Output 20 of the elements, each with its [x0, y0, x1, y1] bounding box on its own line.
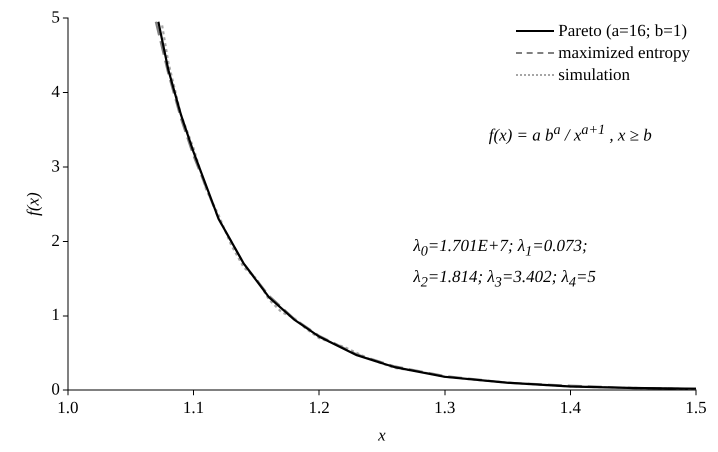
y-tick-label: 1: [51, 305, 60, 324]
x-tick-label: 1.0: [57, 398, 79, 417]
y-tick-label: 2: [51, 230, 60, 250]
annotation: λ$_{0}$=1.701E+7; λ$_{1}$=0.073;: [413, 236, 588, 260]
y-tick-label: 3: [51, 156, 60, 176]
y-axis-title: f(x): [24, 192, 43, 216]
annotation: λ$_{2}$=1.814; λ$_{3}$=3.402; λ$_{4}$=5: [413, 267, 596, 292]
x-tick-label: 1.4: [560, 398, 582, 417]
y-tick-label: 5: [51, 7, 60, 26]
annotation: f(x) = a b$^{a}$ / x$^{a+1}$ , x ≥ b: [488, 122, 652, 146]
x-tick-label: 1.5: [685, 398, 707, 417]
y-tick-label: 0: [51, 380, 60, 399]
x-axis-title: x: [377, 425, 386, 444]
x-tick-label: 1.3: [434, 398, 456, 417]
x-tick-label: 1.2: [308, 398, 330, 417]
legend-label: maximized entropy: [558, 42, 690, 64]
y-tick-label: 4: [51, 82, 60, 101]
legend-label: simulation: [558, 64, 630, 86]
legend-label: Pareto (a=16; b=1): [558, 20, 687, 42]
x-tick-label: 1.1: [182, 398, 204, 417]
